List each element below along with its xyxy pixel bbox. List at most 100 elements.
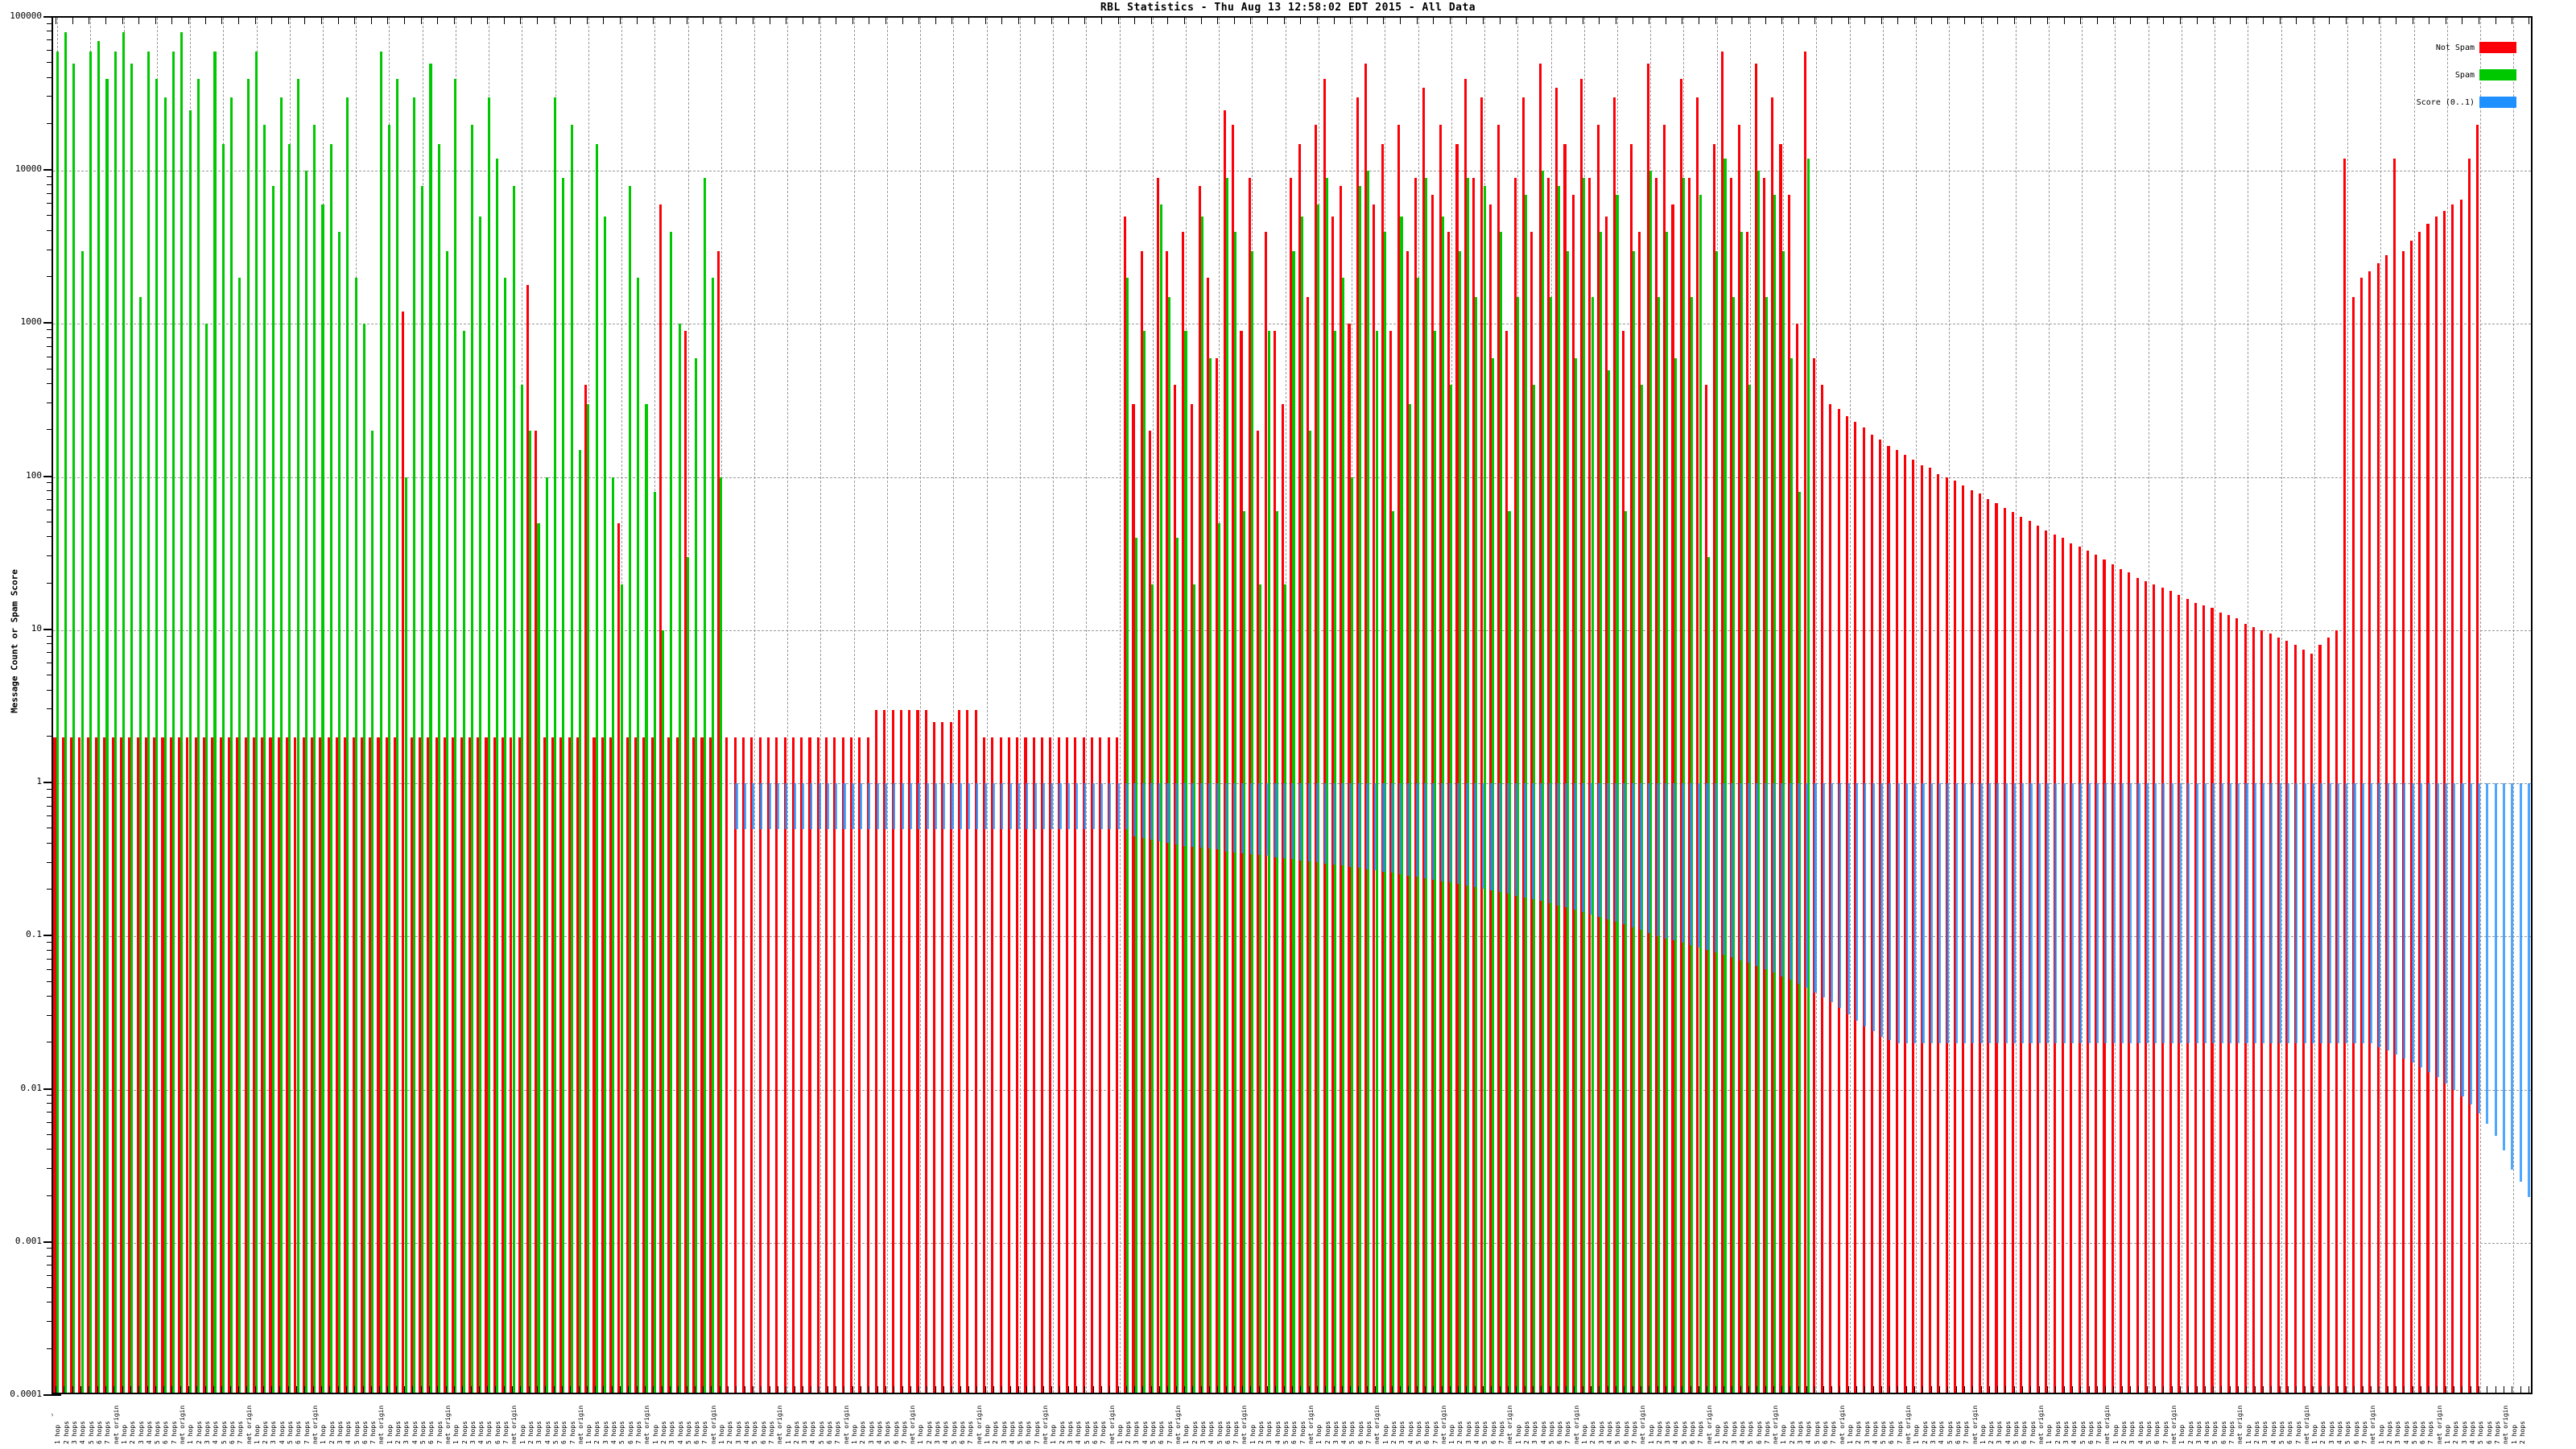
x-axis-bottom-tick [387,1386,389,1394]
bar-spam [379,52,382,1393]
bar-not-spam [2086,551,2089,1393]
bar-score [1374,783,1377,871]
bar-spam [404,477,407,1393]
x-axis-bottom-tick [1905,1386,1907,1394]
x-axis-tick-label: 6 hops [2021,1421,2029,1444]
x-axis-tick-label: 5 hops [1614,1421,1622,1444]
x-axis-tick-label: 4 hops [477,1421,485,1444]
x-axis-bottom-tick [97,1386,98,1394]
bar-not-spam [1132,403,1135,1393]
bar-not-spam [891,710,894,1393]
bar-spam [80,250,84,1393]
x-axis-bottom-tick [1233,1386,1235,1394]
bar-not-spam [1348,324,1351,1393]
bar-not-spam [1912,459,1915,1393]
bar-not-spam [1771,97,1774,1393]
bar-score [810,783,813,830]
bar-not-spam [1066,737,1069,1393]
x-axis-bottom-tick [736,1386,737,1394]
x-axis-bottom-tick [395,1386,397,1394]
x-axis-bottom-tick [1955,1386,1957,1394]
bar-not-spam [128,737,131,1393]
x-axis-tick-label: 3 hops [1664,1421,1672,1444]
bar-not-spam [1024,737,1027,1393]
x-axis-tick-label: 4 hops [942,1421,950,1444]
x-axis-tick-label: net origin [1639,1405,1647,1444]
y-axis-tick-label: 100 [26,469,42,481]
x-axis-bottom-tick [1292,1386,1293,1394]
bar-not-spam [2211,608,2214,1393]
x-axis-bottom-tick [1416,1386,1418,1394]
x-axis-tick-label: 1 hop [1647,1424,1655,1444]
bar-score [793,783,796,830]
bar-score [1166,783,1170,843]
x-axis-tick-label: 7 hops [1763,1421,1771,1444]
bar-not-spam [2003,507,2006,1393]
bar-score [2178,783,2182,1044]
x-axis-top-tick [155,16,156,24]
x-axis-top-tick [221,16,223,24]
x-axis-bottom-tick [628,1386,630,1394]
bar-score [2286,783,2290,1044]
y-axis-minor-tick [47,942,53,943]
x-axis-tick-label: 6 hops [1622,1421,1630,1444]
x-axis-bottom-tick [2354,1386,2355,1394]
y-axis-tick-label: 0.001 [14,1235,42,1246]
bar-spam [653,492,656,1393]
x-axis-bottom-tick [1814,1386,1816,1394]
bar-score [1889,783,1892,1041]
x-axis-tick-label: 2 hops [1722,1421,1730,1444]
y-axis-minor-tick [47,192,53,194]
x-axis-tick-label: 1 hop [784,1424,792,1444]
bar-not-spam [1182,231,1185,1393]
bar-score [1963,783,1967,1044]
bar-score [1315,783,1319,863]
x-axis-tick-label: 6 hops [2485,1421,2493,1444]
x-axis-tick-label: 4 hops [1606,1421,1613,1444]
x-axis-bottom-tick [761,1386,762,1394]
x-axis-bottom-tick [2263,1386,2264,1394]
x-axis-tick-label: 3 hops [2327,1421,2335,1444]
x-axis-tick-label: 7 hops [1564,1421,1572,1444]
bar-not-spam [2128,572,2131,1393]
bar-score [2262,783,2265,1044]
x-axis-top-tick [171,16,173,24]
x-axis-top-tick [736,16,737,24]
x-axis-bottom-tick [1806,1386,1808,1394]
bar-not-spam [1497,124,1501,1393]
x-axis-bottom-tick [1880,1386,1882,1394]
bar-score [2411,783,2414,1063]
bar-score [2303,783,2306,1044]
x-axis-tick-label: 3 hops [1331,1421,1340,1444]
x-axis-bottom-tick [1109,1386,1111,1394]
bar-spam [421,185,424,1393]
bar-not-spam [2219,613,2222,1393]
x-axis-tick-label: 7 hops [2161,1421,2169,1444]
bar-score [1199,783,1203,848]
bar-score [1797,783,1800,985]
legend-label: Spam [2454,70,2475,80]
x-axis-bottom-tick [877,1386,878,1394]
bar-not-spam [1082,737,1085,1393]
vertical-gridline [1916,18,1918,1393]
x-axis-bottom-tick [1541,1386,1542,1394]
y-axis-minor-tick [47,1102,53,1104]
bar-not-spam [2169,591,2173,1393]
x-axis-bottom-tick [1258,1386,1260,1394]
x-axis-tick-label: 2 hops [2385,1421,2393,1444]
bar-score [2328,783,2331,1044]
x-axis-tick-label: net origin [1905,1405,1913,1444]
x-axis-tick-label: 6 hops [1224,1421,1232,1444]
x-axis-bottom-tick [1566,1386,1567,1394]
bar-score [1656,783,1659,937]
x-axis-tick-label: 1 hop [1381,1424,1389,1444]
bar-spam [1167,296,1170,1393]
bar-score [1731,783,1734,958]
x-axis-top-tick [122,16,123,24]
x-axis-bottom-tick [1765,1386,1766,1394]
x-axis-top-tick [2263,16,2264,24]
bar-not-spam [850,737,853,1393]
bar-score [2461,783,2464,1097]
x-axis-bottom-tick [512,1386,514,1394]
x-axis-bottom-tick [478,1386,480,1394]
